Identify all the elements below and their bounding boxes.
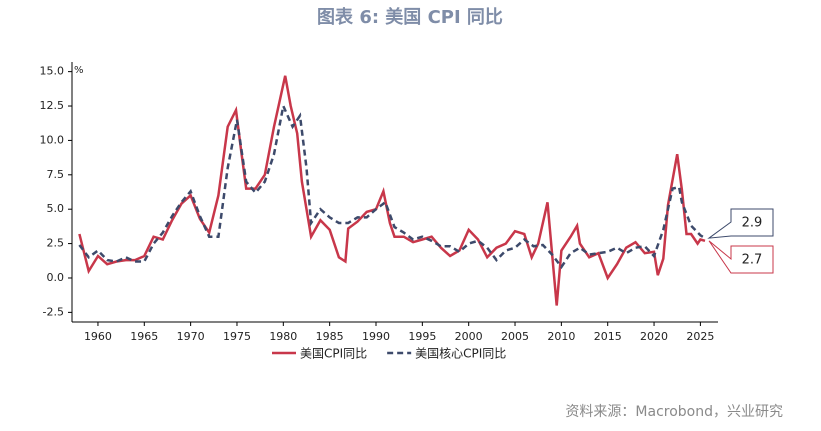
end-label: 2.7 [742,253,763,268]
x-tick-label: 2000 [455,330,483,343]
x-tick-label: 2025 [686,330,714,343]
legend-label: 美国CPI同比 [300,347,367,361]
y-unit: % [74,65,84,76]
series-line [78,75,706,306]
source: 资料来源：Macrobond，兴业研究 [565,404,783,420]
x-tick-label: 1985 [316,330,344,343]
x-tick-label: 2020 [640,330,668,343]
legend-label: 美国核心CPI同比 [415,347,506,361]
series-line [78,101,706,270]
x-tick-label: 1990 [362,330,390,343]
y-tick-label: 15.0 [40,65,65,78]
y-tick-label: 5.0 [47,202,65,215]
y-tick-label: -2.5 [43,305,64,318]
x-tick-label: 1965 [130,330,158,343]
x-tick-label: 1995 [408,330,436,343]
y-tick-label: 7.5 [47,168,65,181]
x-tick-label: 1960 [84,330,112,343]
y-tick-label: 10.0 [40,133,65,146]
x-tick-label: 1975 [223,330,251,343]
x-tick-label: 1980 [269,330,297,343]
x-tick-label: 2010 [547,330,575,343]
end-label: 2.9 [742,216,763,231]
x-tick-label: 2005 [501,330,529,343]
y-tick-label: 0.0 [47,271,65,284]
y-tick-label: 2.5 [47,237,65,250]
chart-title: 图表 6: 美国 CPI 同比 [317,6,503,28]
end-label-box [708,240,774,274]
end-label-box [707,208,774,239]
y-tick-label: 12.5 [40,99,65,112]
x-tick-label: 1970 [177,330,205,343]
x-tick-label: 2015 [594,330,622,343]
